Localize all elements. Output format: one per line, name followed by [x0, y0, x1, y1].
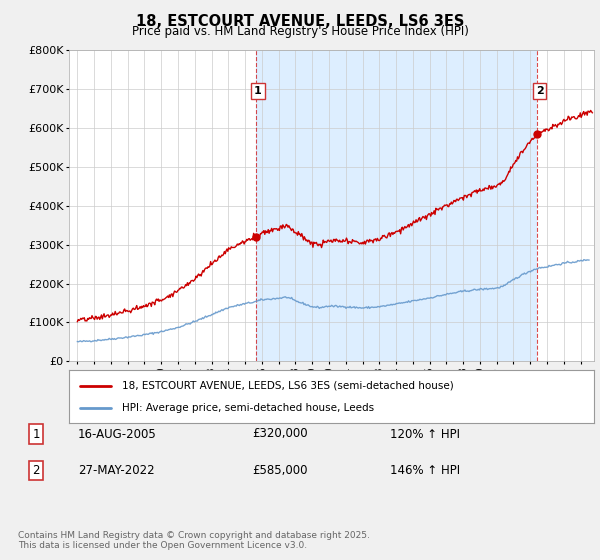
Bar	[256, 50, 538, 361]
Text: 2: 2	[32, 464, 40, 477]
Text: 1: 1	[32, 427, 40, 441]
Text: £585,000: £585,000	[252, 464, 308, 477]
Text: 18, ESTCOURT AVENUE, LEEDS, LS6 3ES (semi-detached house): 18, ESTCOURT AVENUE, LEEDS, LS6 3ES (sem…	[121, 381, 453, 390]
Text: 27-MAY-2022: 27-MAY-2022	[78, 464, 155, 477]
Text: HPI: Average price, semi-detached house, Leeds: HPI: Average price, semi-detached house,…	[121, 403, 374, 413]
Text: 2: 2	[536, 86, 544, 96]
Text: 16-AUG-2005: 16-AUG-2005	[78, 427, 157, 441]
Text: 120% ↑ HPI: 120% ↑ HPI	[390, 427, 460, 441]
Text: 146% ↑ HPI: 146% ↑ HPI	[390, 464, 460, 477]
Text: Contains HM Land Registry data © Crown copyright and database right 2025.
This d: Contains HM Land Registry data © Crown c…	[18, 530, 370, 550]
Text: £320,000: £320,000	[252, 427, 308, 441]
Text: 18, ESTCOURT AVENUE, LEEDS, LS6 3ES: 18, ESTCOURT AVENUE, LEEDS, LS6 3ES	[136, 14, 464, 29]
Text: 1: 1	[254, 86, 262, 96]
Text: Price paid vs. HM Land Registry's House Price Index (HPI): Price paid vs. HM Land Registry's House …	[131, 25, 469, 38]
